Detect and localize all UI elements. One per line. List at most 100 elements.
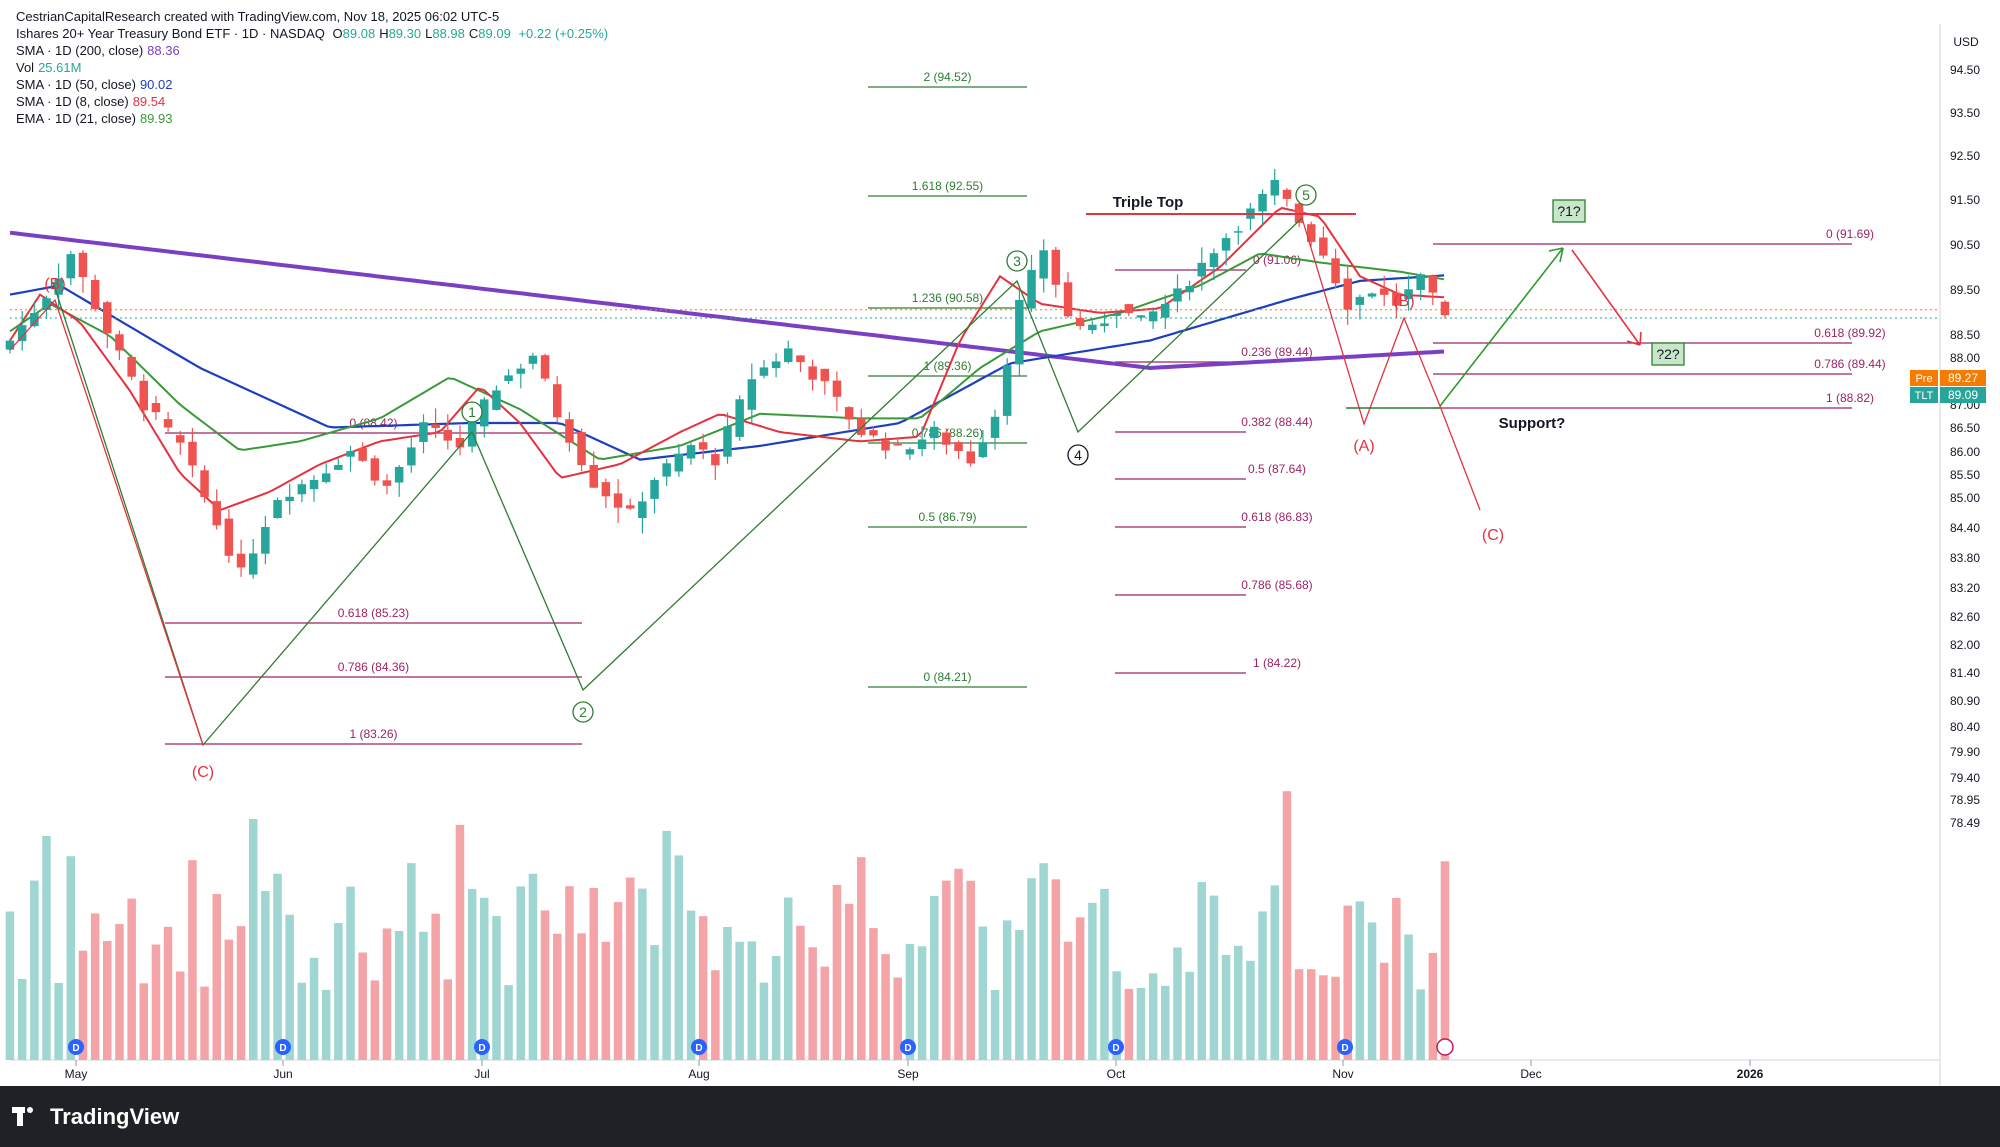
volume-bar [1428,952,1438,1060]
fib-level-label: 2 (94.52) [923,70,971,84]
candle [200,470,209,498]
volume-bar [1100,888,1109,1060]
volume-bar [650,945,659,1060]
ohlc-o: O89.08 [332,26,376,41]
triple-top-label: Triple Top [1113,194,1184,211]
candle [626,505,635,509]
volume-bar [30,880,39,1060]
y-tick-label: 83.80 [1950,551,1980,565]
y-tick-label: 88.50 [1950,328,1980,342]
volume-bar [236,926,246,1060]
volume-bar [42,835,51,1060]
fib-level-label: 0.618 (86.83) [1241,510,1312,524]
volume-bar [1075,917,1085,1060]
fib-level-label: 0.786 (85.68) [1241,578,1312,592]
wave-label-2-circle [572,701,594,723]
volume-bar [808,947,817,1060]
volume-bar [1002,920,1012,1060]
ohlc-c: C89.09 [468,26,511,41]
candle [844,407,854,420]
candle [1209,253,1219,268]
y-tick-label: 78.49 [1950,816,1980,830]
candle [820,368,829,382]
dividend-marker-icon [474,1039,490,1055]
dividend-marker-icon [1108,1039,1124,1055]
annotations: 1 2 3 4 5 (B) (C) (A) (B) (C) Triple Top Support? ?1… [44,184,1685,781]
chart-legend: CestrianCapitalResearch created with Tra… [16,8,608,127]
pre-price-value: 89.27 [1948,371,1978,385]
volume-bar [577,933,586,1060]
candle [370,458,380,481]
volume-bar [1319,975,1328,1060]
indicator-row[interactable]: EMA · 1D (21, close) 89.93 [16,111,173,126]
volume-bar [78,950,88,1060]
indicator-list: SMA · 1D (200, close) 88.36 Vol 25.61M SMA ·… [16,42,608,127]
volume-bar [954,868,963,1060]
correction-wave-path [9,298,204,746]
candle [90,280,100,309]
tradingview-logo-icon [12,1107,42,1127]
x-tick-label: Nov [1332,1067,1353,1081]
chart-background [0,0,2000,1086]
scenario-2-label: ?2? [1656,346,1680,362]
indicator-row[interactable]: SMA · 1D (8, close) 89.54 [16,94,166,109]
last-price-value-bg [1940,387,1986,403]
candle [942,432,951,445]
fib-level-label: 1 (83.26) [349,727,397,741]
candle [698,442,708,450]
tradingview-logo: TradingView [12,1104,179,1130]
fib-level-label: 0.5 (87.64) [1248,462,1306,476]
volume-bar [5,911,15,1060]
volume-bar [857,857,866,1060]
volume-bar [1221,955,1231,1060]
volume-bar [334,923,343,1060]
candle [784,348,793,362]
candle [674,453,684,472]
candle [321,473,331,483]
wave-drawings [9,213,1642,747]
candle [905,449,915,455]
candle [857,418,866,435]
volume-bar [151,944,161,1060]
y-tick-label: 86.00 [1950,445,1980,459]
candle [1234,231,1243,233]
volume-bar [601,941,611,1060]
indicator-row[interactable]: Vol 25.61M [16,60,82,75]
projection-up-arrowhead [1548,247,1564,263]
symbol-title: Ishares 20+ Year Treasury Bond ETF · 1D … [16,26,325,41]
candle [978,442,988,458]
fib-level-label: 1 (89.36) [923,359,971,373]
candle [516,368,525,374]
volume-bar [1112,971,1121,1060]
volume-bar [1379,962,1389,1060]
indicator-row[interactable]: SMA · 1D (200, close) 88.36 [16,43,180,58]
candle [1148,311,1158,322]
volume-bar [784,897,793,1060]
candle [492,390,501,410]
candle [528,355,538,364]
volume-bar [698,916,708,1060]
volume-bar [1416,989,1425,1060]
volume-bar [1392,897,1401,1060]
dividend-marker-icon [691,1039,707,1055]
y-tick-label: 81.40 [1950,666,1980,680]
fib-level-label: 0.618 (85.23) [338,606,409,620]
price-chart[interactable]: D D D D D D D 0 (88.42) 0.618 (85.23) 0.786 (84.… [0,0,2000,1086]
candle [1185,286,1194,293]
volume-bar [723,927,732,1060]
candle [273,500,282,518]
volume-bar [1136,988,1146,1060]
volume-bar [407,863,416,1060]
candle [589,465,598,488]
y-tick-label: 91.50 [1950,193,1980,207]
fib-level-label: 1 (88.82) [1826,391,1874,405]
candle [504,375,513,381]
indicator-row[interactable]: SMA · 1D (50, close) 90.02 [16,77,173,92]
candle [1367,293,1377,297]
candle [613,493,623,508]
volume-bar [1234,945,1243,1060]
dividend-marker-label: D [478,1043,485,1054]
price-change: +0.22 (+0.25%) [518,26,609,41]
candle [139,380,148,411]
wave-label-3: 3 [1013,253,1021,269]
